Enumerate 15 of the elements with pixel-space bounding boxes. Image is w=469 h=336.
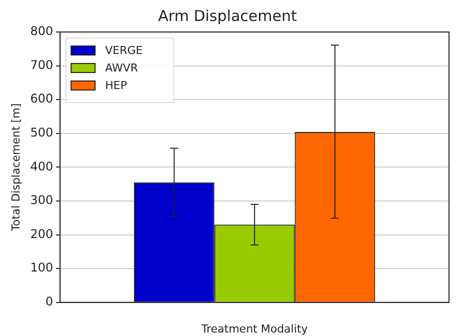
chart-title: Arm Displacement [158, 6, 297, 25]
legend-label: HEP [105, 78, 128, 92]
y-tick-label: 800 [30, 24, 54, 38]
y-tick-label: 400 [30, 159, 54, 174]
y-tick-label: 100 [30, 260, 54, 275]
legend-label: VERGE [105, 44, 143, 57]
legend-label: AWVR [105, 61, 138, 74]
y-tick-label: 600 [30, 92, 54, 106]
y-tick-label: 300 [30, 193, 54, 208]
y-tick-label: 500 [30, 126, 54, 140]
y-axis-title: Total Displacement [m] [9, 103, 22, 232]
y-tick-label: 200 [30, 226, 54, 241]
y-tick-label: 700 [30, 58, 54, 72]
x-axis-title: Treatment Modality [200, 322, 308, 336]
y-tick-label: 0 [45, 294, 54, 309]
